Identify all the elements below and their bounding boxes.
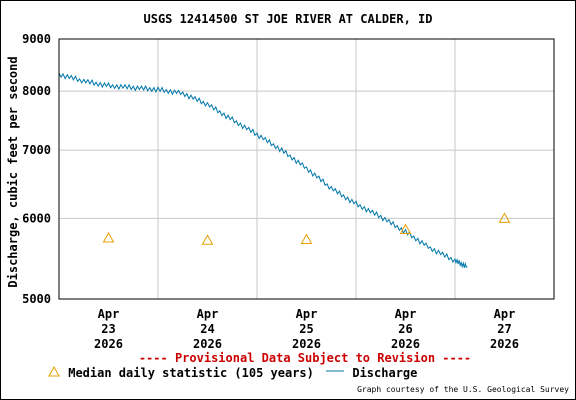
median-triangle-marker	[498, 212, 511, 223]
median-triangle-marker	[201, 234, 214, 245]
median-triangle-marker	[300, 233, 313, 244]
x-tick-year: 2026	[94, 337, 123, 351]
y-tick-label: 9000	[22, 32, 51, 46]
data-series	[58, 72, 511, 269]
y-tick-label: 5000	[22, 292, 51, 306]
x-tick-day: 25	[299, 322, 313, 336]
plot-border	[58, 38, 555, 300]
median-triangle-marker	[102, 231, 115, 243]
legend-label-median: Median daily statistic (105 years)	[68, 366, 314, 380]
provisional-disclaimer: ---- Provisional Data Subject to Revisio…	[138, 351, 472, 365]
x-tick-year: 2026	[193, 337, 222, 351]
x-tick-month: Apr	[296, 307, 318, 321]
y-tick-label: 7000	[22, 143, 51, 157]
line-swatch-icon	[326, 370, 345, 372]
legend-item-discharge: Discharge	[325, 366, 417, 380]
grid-lines	[59, 39, 554, 299]
chart-legend: Median daily statistic (105 years) Disch…	[47, 365, 417, 380]
legend-item-median: Median daily statistic (105 years)	[47, 365, 314, 380]
usgs-credit: Graph courtesy of the U.S. Geological Su…	[357, 385, 569, 394]
y-tick-label: 8000	[22, 84, 51, 98]
y-tick-label: 6000	[22, 211, 51, 225]
plot-area	[59, 39, 554, 299]
legend-label-discharge: Discharge	[352, 366, 418, 380]
x-tick-day: 23	[101, 322, 115, 336]
x-tick-year: 2026	[490, 337, 519, 351]
x-tick-month: Apr	[494, 307, 516, 321]
chart-title: USGS 12414500 ST JOE RIVER AT CALDER, ID	[143, 12, 433, 26]
x-tick-day: 24	[200, 322, 214, 336]
x-tick-year: 2026	[292, 337, 321, 351]
x-tick-month: Apr	[197, 307, 219, 321]
triangle-icon	[48, 365, 60, 377]
x-tick-day: 27	[497, 322, 511, 336]
x-tick-month: Apr	[98, 307, 120, 321]
x-tick-month: Apr	[395, 307, 417, 321]
median-triangle-marker	[399, 223, 412, 235]
x-tick-year: 2026	[391, 337, 420, 351]
axis-labels: 90008000700060005000Apr232026Apr242026Ap…	[22, 32, 519, 351]
y-axis-label: Discharge, cubic feet per second	[6, 56, 20, 287]
x-tick-day: 26	[398, 322, 412, 336]
